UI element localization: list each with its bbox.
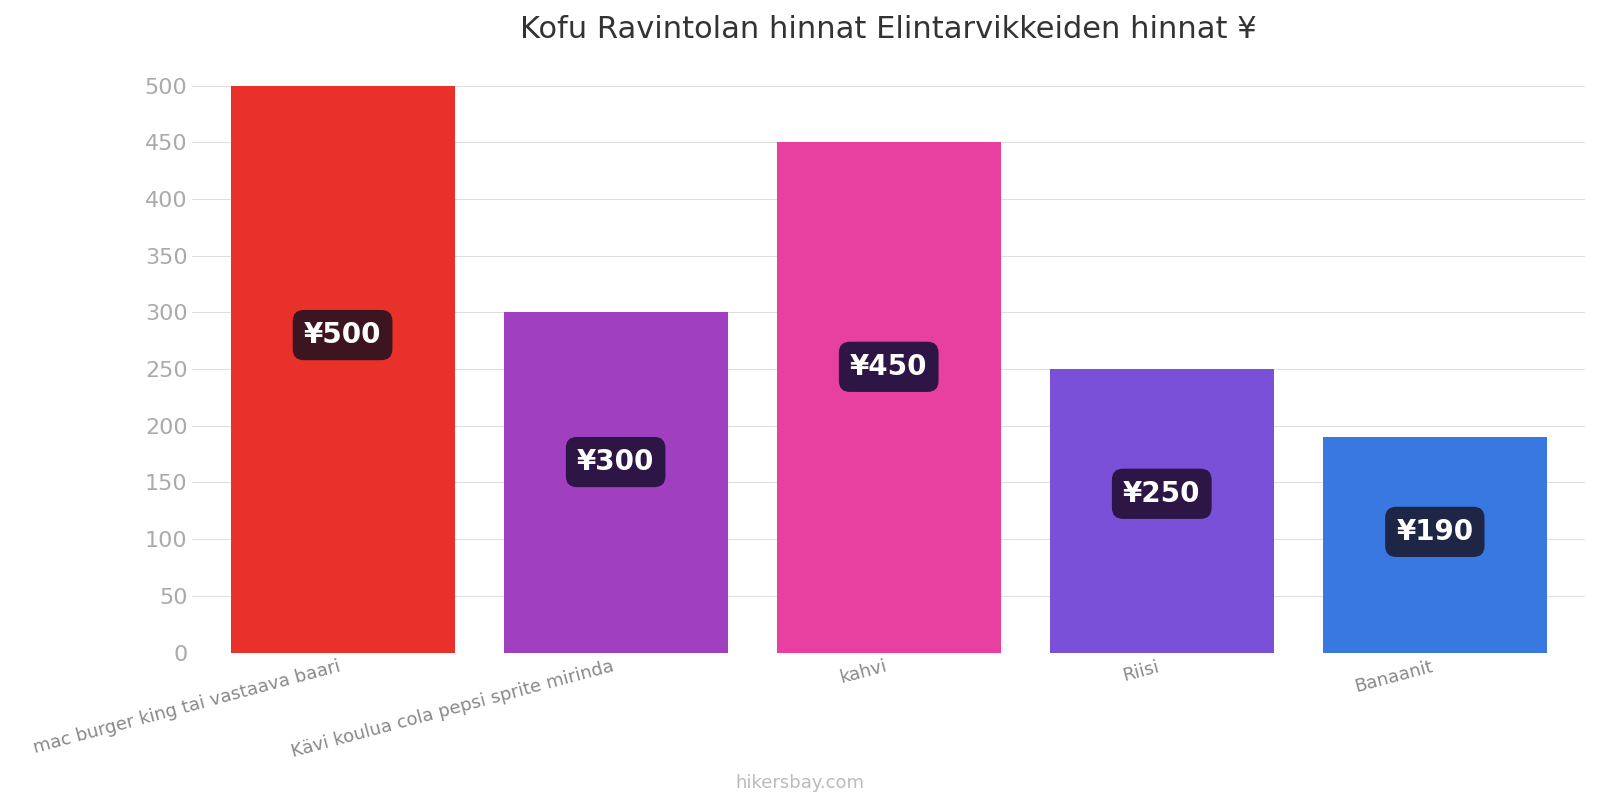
Bar <box>1323 437 1547 653</box>
Text: ¥450: ¥450 <box>850 353 928 381</box>
Text: ¥250: ¥250 <box>1123 480 1200 508</box>
Text: ¥190: ¥190 <box>1397 518 1474 546</box>
Bar <box>776 142 1000 653</box>
Text: ¥500: ¥500 <box>304 321 381 349</box>
Title: Kofu Ravintolan hinnat Elintarvikkeiden hinnat ¥: Kofu Ravintolan hinnat Elintarvikkeiden … <box>520 15 1258 44</box>
Bar <box>230 86 454 653</box>
Bar <box>1050 369 1274 653</box>
Bar <box>504 313 728 653</box>
Text: ¥300: ¥300 <box>578 448 654 476</box>
Text: hikersbay.com: hikersbay.com <box>736 774 864 792</box>
